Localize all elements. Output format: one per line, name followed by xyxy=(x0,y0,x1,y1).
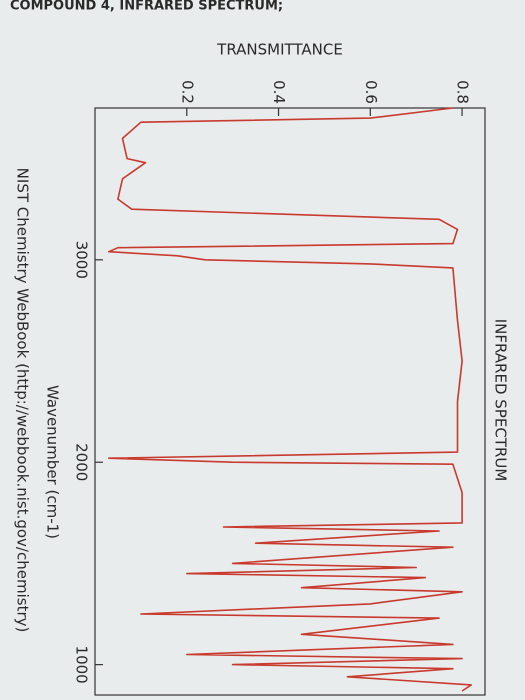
y-tick-label: 0.2 xyxy=(178,80,196,104)
x-tick-label: 3000 xyxy=(73,241,91,279)
spectrum-line xyxy=(108,107,472,692)
header: COMPOUND 4, INFRARED SPECTRUM; xyxy=(10,0,283,14)
x-tick-label: 2000 xyxy=(73,443,91,481)
y-tick-label: 0.8 xyxy=(454,80,472,104)
y-tick-label: 0.4 xyxy=(270,80,288,104)
source: NIST Chemistry WebBook (http://webbook.n… xyxy=(14,168,32,633)
plot-frame xyxy=(94,107,486,696)
chart-title: INFRARED SPECTRUM xyxy=(492,319,510,482)
y-tick-label: 0.6 xyxy=(362,80,380,104)
y-axis-label: TRANSMITTANCE xyxy=(216,41,343,59)
x-axis-label: Wavenumber (cm-1) xyxy=(44,385,62,539)
x-tick-label: 1000 xyxy=(73,646,91,684)
